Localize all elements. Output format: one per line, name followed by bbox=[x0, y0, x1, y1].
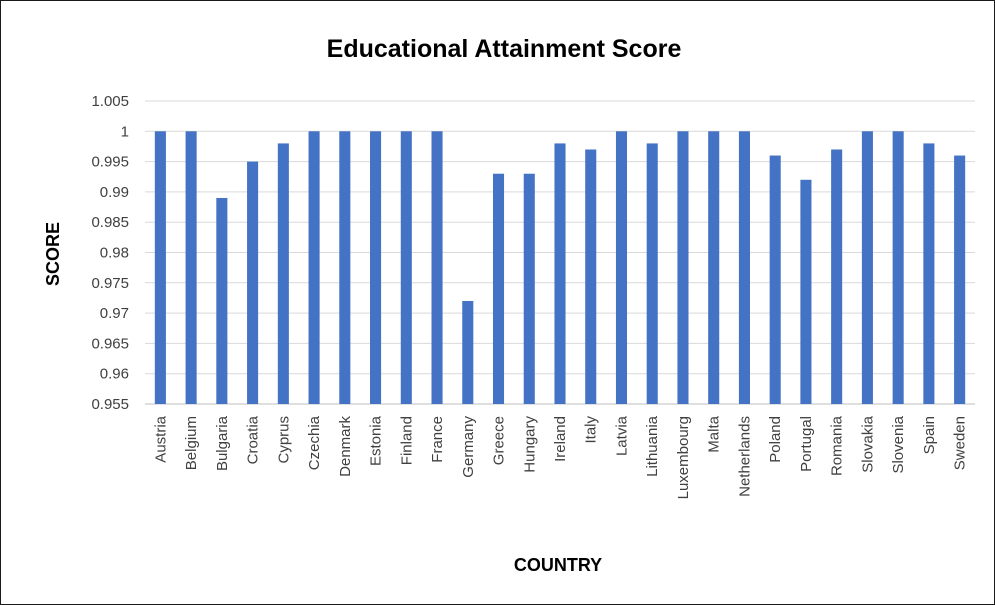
bar-spain bbox=[923, 143, 935, 405]
x-tick-label: Germany bbox=[460, 416, 477, 478]
chart-title: Educational Attainment Score bbox=[327, 35, 682, 63]
bar-netherlands bbox=[738, 131, 750, 405]
x-tick-label: Ireland bbox=[552, 416, 569, 462]
x-tick-label: Cyprus bbox=[275, 416, 292, 464]
bar-lithuania bbox=[646, 143, 658, 405]
bar-belgium bbox=[185, 131, 197, 405]
x-tick-label: Malta bbox=[706, 415, 723, 452]
bar-hungary bbox=[523, 173, 535, 404]
bar-malta bbox=[708, 131, 720, 405]
y-tick-label: 0.99 bbox=[100, 184, 129, 201]
x-tick-label: Czechia bbox=[306, 415, 323, 470]
x-tick-label: Estonia bbox=[368, 415, 385, 466]
x-tick-label: Latvia bbox=[613, 415, 630, 456]
y-tick-label: 0.975 bbox=[91, 275, 129, 292]
bar-germany bbox=[462, 300, 474, 404]
x-tick-label: Finland bbox=[398, 416, 415, 465]
x-tick-label: Netherlands bbox=[736, 416, 753, 497]
x-tick-label: Sweden bbox=[952, 416, 969, 470]
x-tick-label: Greece bbox=[491, 416, 508, 465]
bar-czechia bbox=[308, 131, 320, 405]
x-tick-label: Lithuania bbox=[644, 415, 661, 477]
x-tick-label: Hungary bbox=[521, 416, 538, 473]
y-tick-label: 0.955 bbox=[91, 396, 129, 413]
x-tick-label: Croatia bbox=[245, 415, 262, 464]
bar-poland bbox=[769, 155, 781, 404]
x-tick-label: Bulgaria bbox=[214, 415, 231, 471]
bar-italy bbox=[585, 149, 597, 404]
bar-latvia bbox=[615, 131, 628, 405]
bar-bulgaria bbox=[216, 197, 228, 404]
x-tick-label: Slovakia bbox=[859, 415, 876, 472]
bars bbox=[154, 131, 966, 405]
bar-estonia bbox=[370, 131, 382, 405]
x-axis-ticks: Austria Belgium Bulgaria Croatia Cyprus Czech… bbox=[152, 415, 968, 499]
bar-sweden bbox=[954, 155, 966, 404]
y-tick-label: 0.965 bbox=[91, 335, 129, 352]
x-axis-title: COUNTRY bbox=[514, 555, 602, 575]
x-tick-label: Denmark bbox=[337, 416, 354, 477]
y-tick-label: 1.005 bbox=[91, 93, 129, 110]
y-axis-ticks: 1.005 1 0.995 0.99 0.985 0.98 0.975 0.97 0.965 0.… bbox=[91, 93, 129, 413]
y-tick-label: 0.98 bbox=[100, 245, 129, 262]
y-axis-title: SCORE bbox=[43, 222, 63, 286]
x-tick-label: Luxembourg bbox=[675, 416, 692, 499]
y-tick-label: 0.96 bbox=[100, 366, 129, 383]
bar-romania bbox=[831, 149, 843, 404]
x-tick-label: Spain bbox=[921, 416, 938, 454]
bar-luxembourg bbox=[677, 131, 689, 405]
x-tick-label: Belgium bbox=[183, 416, 200, 470]
x-tick-label: Slovenia bbox=[890, 415, 907, 473]
y-tick-label: 1 bbox=[121, 123, 129, 140]
bar-france bbox=[431, 131, 443, 405]
y-tick-label: 0.97 bbox=[100, 305, 129, 322]
bar-slovenia bbox=[892, 131, 904, 405]
x-tick-label: Portugal bbox=[798, 416, 815, 472]
bar-austria bbox=[154, 131, 166, 405]
bar-portugal bbox=[800, 179, 812, 404]
bar-denmark bbox=[339, 131, 351, 405]
bar-greece bbox=[492, 173, 505, 404]
y-tick-label: 0.995 bbox=[91, 154, 129, 171]
bar-cyprus bbox=[277, 143, 289, 405]
bar-slovakia bbox=[861, 131, 873, 405]
x-tick-label: Poland bbox=[767, 416, 784, 463]
x-tick-label: Romania bbox=[829, 415, 846, 476]
y-tick-label: 0.985 bbox=[91, 214, 129, 231]
x-tick-label: Italy bbox=[583, 416, 600, 444]
bar-croatia bbox=[247, 161, 259, 404]
x-tick-label: Austria bbox=[152, 415, 169, 462]
x-tick-label: France bbox=[429, 416, 446, 463]
bar-finland bbox=[400, 131, 412, 405]
bar-ireland bbox=[554, 143, 566, 405]
